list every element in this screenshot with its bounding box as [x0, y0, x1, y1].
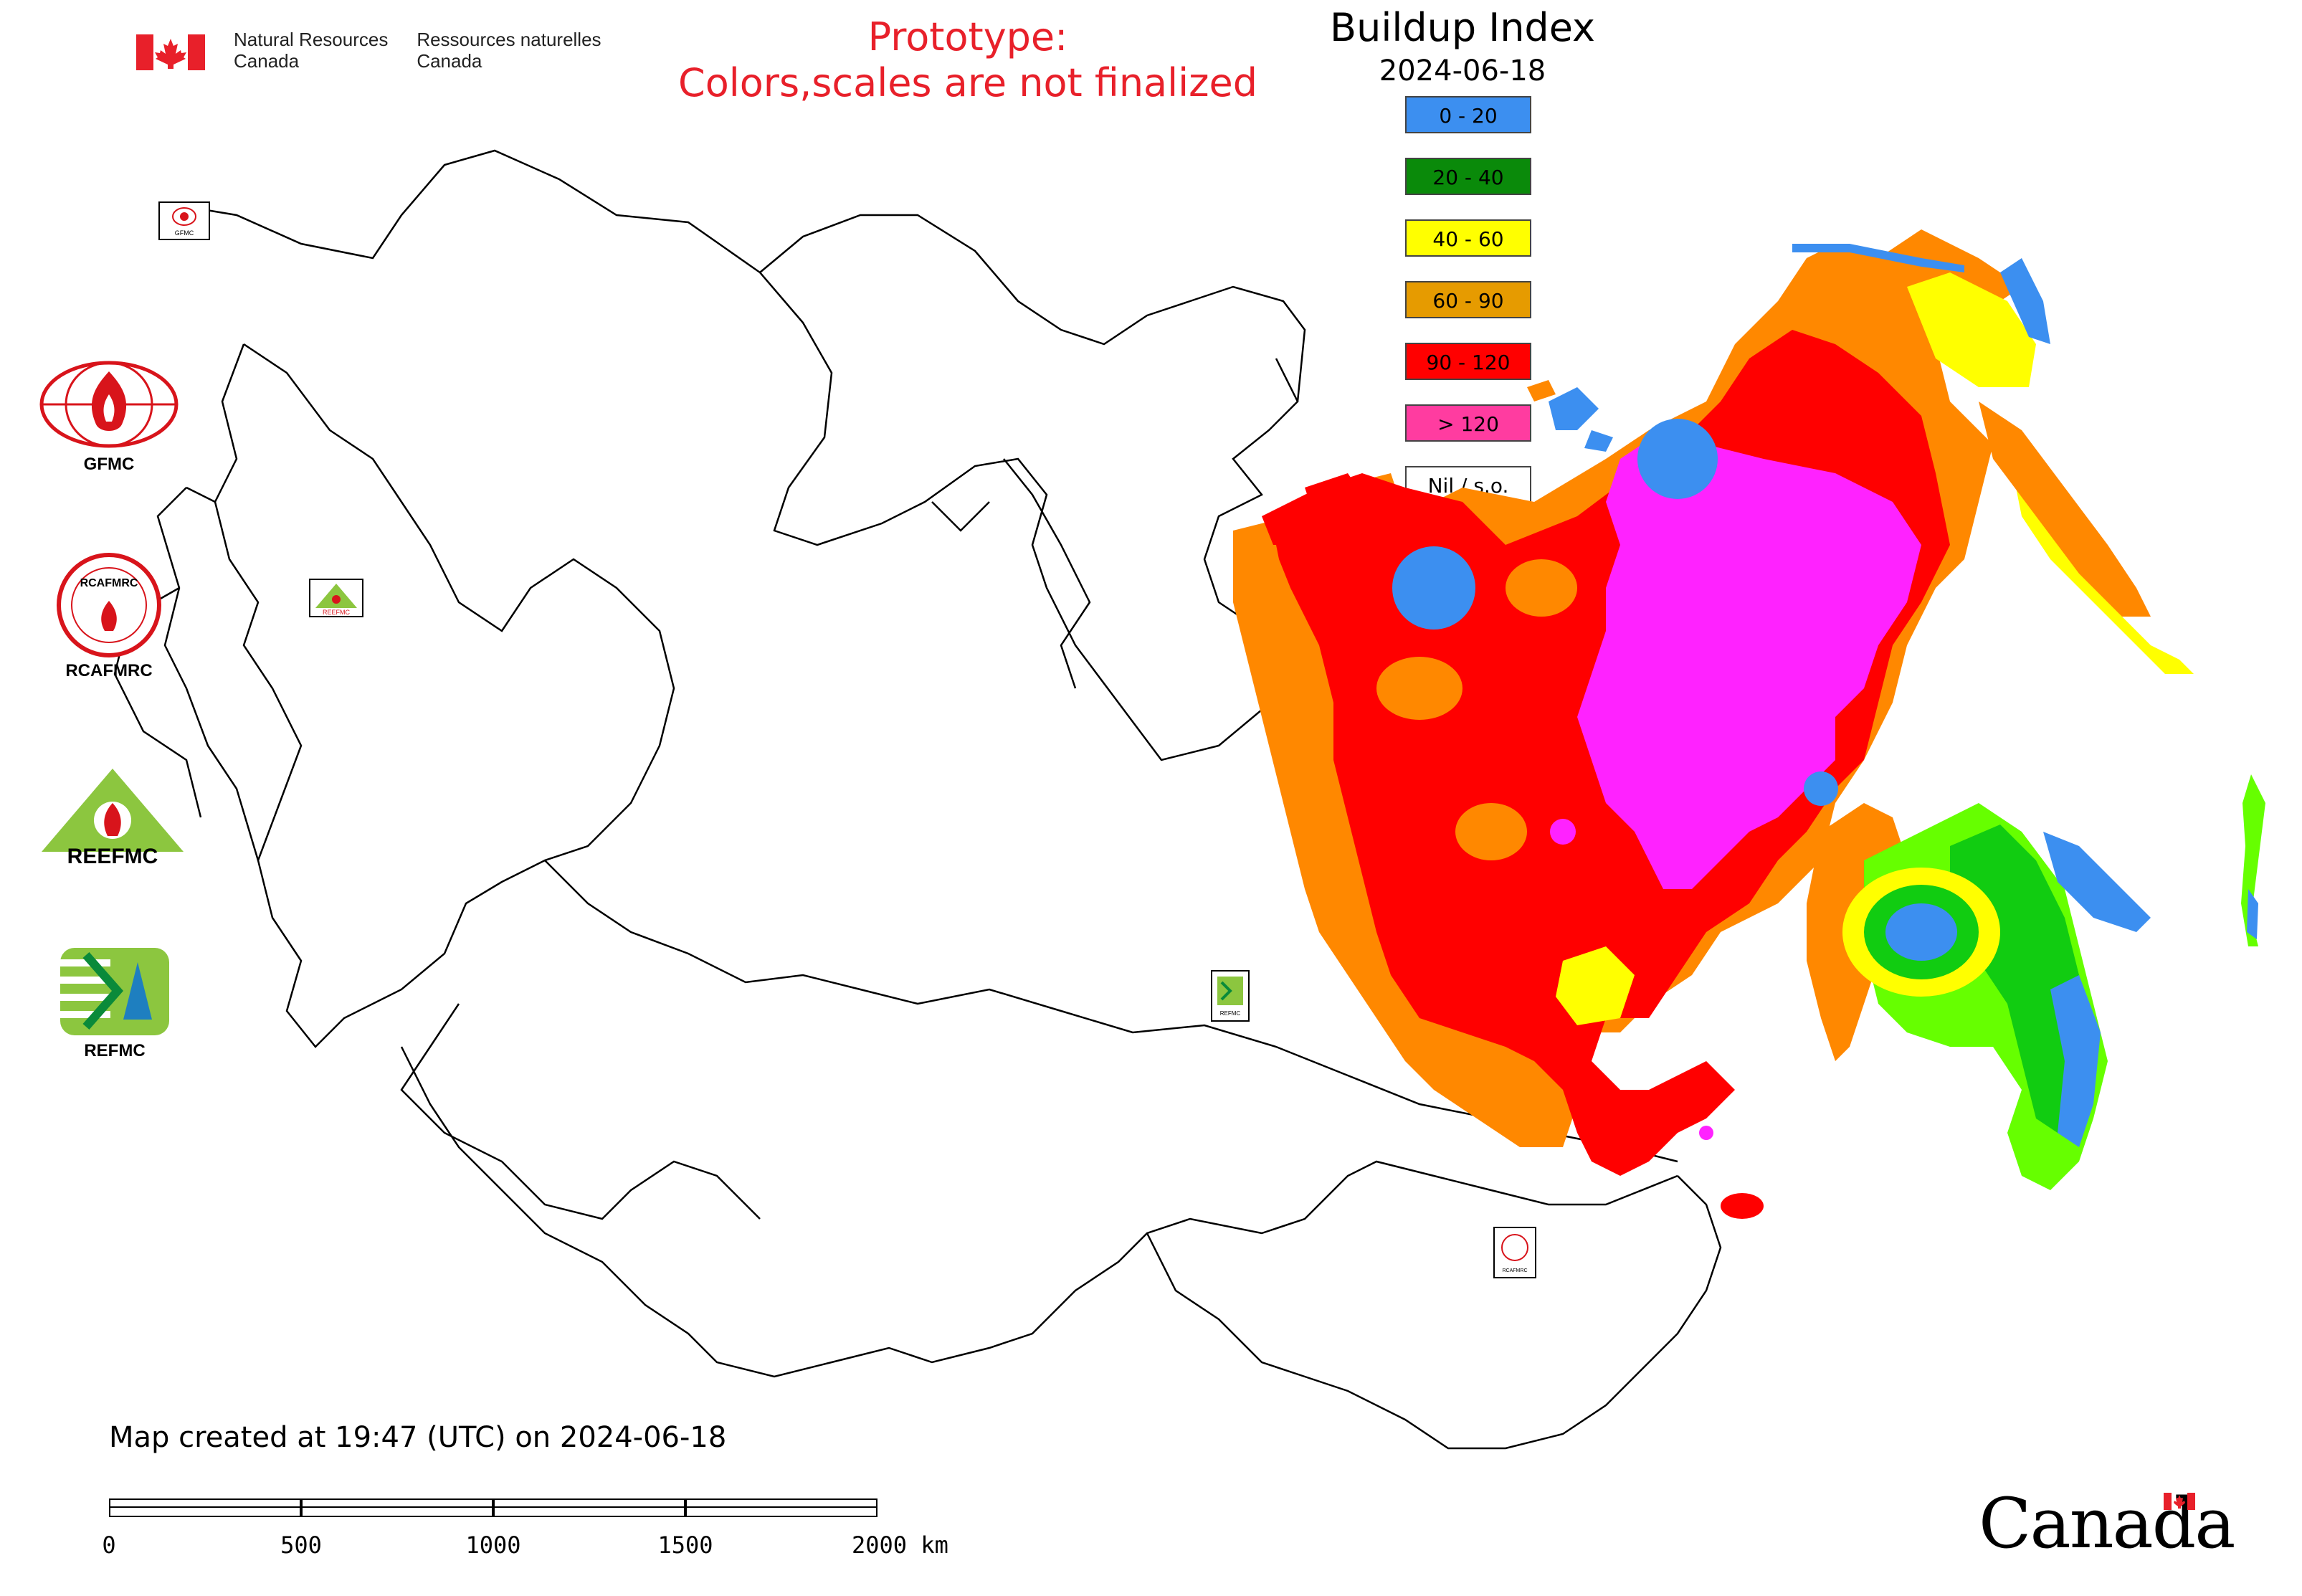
scale-segment [685, 1498, 877, 1517]
canada-flag-icon [136, 34, 205, 70]
small-logo-rcafmrc: RCAFMRC [1493, 1227, 1536, 1278]
country-outline [400, 1046, 1678, 1378]
canada-wordmark-flag-icon [2164, 1493, 2195, 1510]
area-very-high [1577, 430, 1921, 889]
area-low [2043, 832, 2151, 932]
scale-label-500: 500 [280, 1531, 322, 1559]
nrcan-signature: Natural Resources Canada Ressources natu… [136, 29, 601, 72]
scale-centerline [109, 1506, 877, 1508]
area-low [1804, 771, 1838, 806]
agency-name-english: Natural Resources Canada [234, 29, 389, 72]
area-low [2050, 975, 2101, 1147]
map-title: Buildup Index [1330, 5, 1595, 50]
area-low-moderate [1907, 272, 2036, 387]
area-low [2247, 889, 2258, 939]
logo-rcafmrc-label: RCAFMRC [65, 661, 153, 680]
small-logo-refmc: REFMC [1211, 970, 1250, 1022]
gfmc-emblem-icon [39, 361, 179, 448]
country-outline [759, 214, 1306, 402]
rcafmrc-wordmark: RCAFMRC [80, 577, 138, 589]
small-logo-reefmc: REEFMC [309, 579, 363, 617]
reefmc-emblem-icon: REEFMC [42, 769, 184, 868]
island [1527, 380, 1556, 402]
map-date: 2024-06-18 [1379, 54, 1546, 87]
country-borders [113, 149, 1722, 1450]
canada-wordmark-text: Canada [1979, 1483, 2235, 1564]
scale-label-1000: 1000 [465, 1531, 521, 1559]
legend-item-0-20: 0 - 20 [1405, 96, 1531, 133]
scale-segment [301, 1498, 493, 1517]
buildup-index-raster [1233, 229, 2265, 1219]
small-logo-gfmc-text: GFMC [175, 229, 194, 237]
island [1584, 430, 1613, 452]
agency-name-french: Ressources naturelles Canada [417, 29, 601, 72]
area-very-high-spot [1550, 819, 1576, 845]
country-outline [1146, 1175, 1722, 1450]
scale-bar [109, 1498, 877, 1517]
logo-refmc: REFMC [57, 945, 172, 1061]
country-outline [400, 1003, 761, 1220]
island-sakhalin [2241, 774, 2265, 946]
area-very-high-spot [1699, 1126, 1713, 1140]
country-outline [243, 343, 675, 862]
legend-item-60-90: 60 - 90 [1405, 281, 1531, 318]
area-low [1637, 419, 1718, 499]
scale-segment [109, 1498, 301, 1517]
small-logo-gfmc: GFMC [158, 201, 210, 240]
area-low [1792, 244, 1964, 272]
scale-label-1500: 1500 [657, 1531, 713, 1559]
area-moderate [1979, 402, 2151, 617]
area-moderate-patch [1376, 657, 1462, 720]
area-moderate [1233, 545, 1362, 918]
coast-outline [931, 458, 1091, 689]
legend-item-40-60: 40 - 60 [1405, 219, 1531, 257]
small-logo-refmc-text: REFMC [1220, 1010, 1241, 1017]
logo-refmc-label: REFMC [84, 1041, 146, 1060]
small-logo-reefmc-text: REEFMC [323, 609, 351, 616]
legend-item-over-120: > 120 [1405, 404, 1531, 442]
logo-gfmc-label: GFMC [83, 455, 135, 474]
arctic-islands [1305, 380, 1613, 516]
country-outline [214, 343, 1678, 1163]
area-moderate-patch [1455, 803, 1527, 860]
area-low [2000, 258, 2050, 344]
logo-reefmc: REEFMC [37, 766, 188, 869]
area-moderate-patch [1506, 559, 1577, 617]
map-created-timestamp: Map created at 19:47 (UTC) on 2024-06-18 [109, 1421, 727, 1454]
logo-gfmc: GFMC [37, 358, 181, 475]
canada-wordmark: Canada [1979, 1483, 2235, 1564]
area-low [1392, 546, 1475, 630]
rcafmrc-emblem-icon: RCAFMRC [57, 553, 161, 657]
country-outline [164, 149, 1299, 761]
area-low-moderate [1556, 946, 1635, 1025]
island [1549, 387, 1599, 430]
island [1305, 473, 1362, 516]
area-low [1885, 903, 1957, 961]
small-logo-rcafmrc-text: RCAFMRC [1503, 1268, 1528, 1273]
logo-rcafmrc: RCAFMRC RCAFMRC [37, 551, 181, 681]
scale-segment [493, 1498, 685, 1517]
scale-label-0: 0 [102, 1531, 116, 1559]
island-red [1721, 1193, 1764, 1219]
legend-item-90-120: 90 - 120 [1405, 343, 1531, 380]
prototype-notice: Prototype: Colors,scales are not finaliz… [678, 14, 1257, 105]
legend-item-20-40: 20 - 40 [1405, 158, 1531, 195]
scale-label-2000: 2000 km [852, 1531, 948, 1559]
reefmc-wordmark: REEFMC [67, 845, 158, 866]
refmc-emblem-icon [60, 948, 169, 1035]
